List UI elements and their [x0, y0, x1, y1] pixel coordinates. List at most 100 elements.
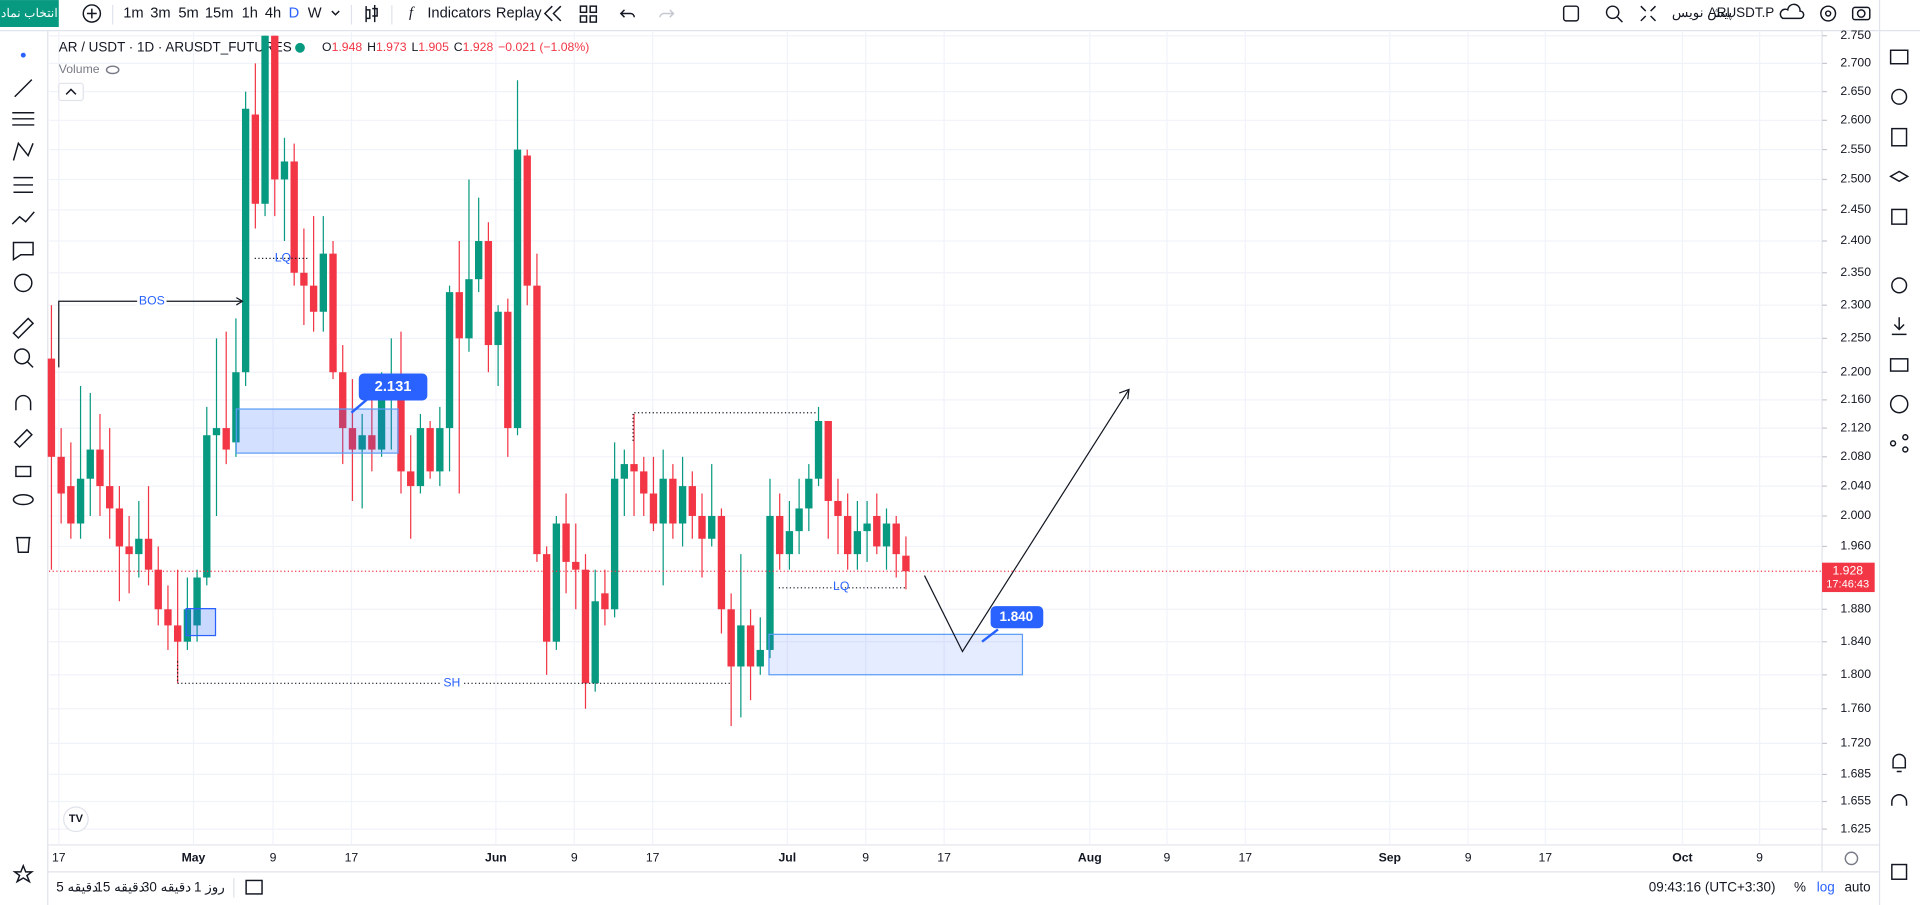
chart-type-icon[interactable]: [365, 4, 378, 23]
expand-icon[interactable]: [1640, 5, 1657, 22]
x-tick-label: 9: [862, 851, 869, 865]
settings-icon: [1824, 10, 1832, 17]
candle-body: [377, 392, 386, 450]
interval[interactable]: 1h: [242, 5, 258, 21]
ohlc-value: 1.905: [418, 40, 449, 54]
volume-hidden-icon[interactable]: [105, 65, 120, 75]
card-icon[interactable]: [1889, 358, 1909, 372]
redo-icon[interactable]: [659, 9, 675, 18]
candle-body: [164, 609, 172, 626]
visibility-tool[interactable]: [12, 494, 34, 506]
candle-body: [203, 435, 211, 578]
logo[interactable]: [63, 806, 89, 833]
label-bg: [137, 293, 167, 309]
draft-label[interactable]: پیش نویس: [1672, 5, 1733, 21]
axis-settings-icon[interactable]: [1844, 851, 1859, 866]
layers-icon[interactable]: [1889, 170, 1910, 183]
auto-toggle[interactable]: auto: [1844, 879, 1870, 894]
magnet-tool[interactable]: [15, 394, 32, 411]
bell-icon[interactable]: [1892, 753, 1907, 773]
candle-body: [630, 464, 638, 472]
favorites-icon[interactable]: [12, 863, 35, 884]
range-button[interactable]: 1 روز: [194, 879, 225, 895]
zoom-tool[interactable]: [13, 348, 31, 365]
watchlist-icon[interactable]: [1889, 49, 1909, 65]
notes-icon[interactable]: [1891, 127, 1908, 147]
cursor-tool[interactable]: [20, 52, 26, 58]
y-tick-label: 2.250: [1840, 331, 1871, 345]
candle-body: [863, 523, 871, 532]
candles: [47, 35, 910, 726]
panel-icon[interactable]: [1891, 863, 1908, 880]
prediction-tool[interactable]: [13, 176, 34, 194]
cloud-icon[interactable]: [1779, 3, 1805, 20]
alerts-icon[interactable]: [1891, 88, 1908, 105]
candle-body: [397, 379, 405, 472]
y-tick-label: 2.120: [1840, 420, 1871, 434]
fullscreen-icon[interactable]: [1562, 5, 1580, 22]
add-icon-plus: [86, 8, 97, 19]
candle-body: [834, 500, 842, 516]
candle-body: [358, 435, 366, 450]
text-tool[interactable]: [12, 241, 34, 262]
date-range-icon[interactable]: [245, 879, 263, 895]
candle-body: [727, 609, 735, 667]
lock-tool[interactable]: [15, 465, 32, 478]
fib-tool[interactable]: [12, 111, 35, 126]
delete-tool[interactable]: [15, 536, 31, 554]
add-icon[interactable]: [82, 4, 102, 23]
interval[interactable]: 3m: [150, 5, 170, 21]
candle-body: [232, 372, 240, 443]
candle-body: [533, 285, 541, 555]
interval[interactable]: W: [308, 5, 322, 21]
log-toggle[interactable]: log: [1817, 879, 1835, 894]
calendar-icon[interactable]: [1891, 208, 1908, 225]
percent-toggle[interactable]: %: [1794, 879, 1806, 894]
pattern-tool[interactable]: [12, 141, 34, 161]
range-button[interactable]: 15 دقیقه: [95, 879, 144, 894]
layout-icon[interactable]: [579, 5, 588, 14]
candle-body: [173, 625, 182, 642]
symbol-button-label[interactable]: انتخاب نماد: [1, 6, 58, 20]
camera-icon[interactable]: [1851, 6, 1871, 21]
measure-tool[interactable]: [12, 317, 35, 340]
download-icon[interactable]: [1891, 317, 1907, 336]
range-button[interactable]: 30 دقیقه: [142, 879, 191, 894]
candle-body: [445, 292, 454, 429]
settings-side-icon[interactable]: [1891, 277, 1908, 294]
replay-button[interactable]: Replay: [496, 5, 542, 21]
interval[interactable]: 1m: [123, 5, 143, 21]
range-button[interactable]: 5 دقیقه: [56, 879, 98, 894]
replay-icon[interactable]: [543, 5, 562, 22]
interval[interactable]: 4h: [265, 5, 281, 21]
indicators-button[interactable]: Indicators: [427, 5, 491, 21]
x-tick-label: Jun: [485, 851, 507, 865]
candle-body: [892, 523, 900, 555]
trend-line-tool[interactable]: [14, 79, 33, 98]
candle-body: [484, 241, 493, 346]
interval[interactable]: 5m: [178, 5, 198, 21]
candle-body: [125, 546, 133, 555]
emoji-tool[interactable]: [13, 273, 33, 293]
interval[interactable]: 15m: [205, 5, 234, 21]
undo-icon[interactable]: [619, 9, 636, 18]
symbol-name[interactable]: ARUSDT.P: [1708, 5, 1775, 20]
interval-dropdown[interactable]: [331, 10, 340, 16]
headset-icon[interactable]: [1891, 794, 1908, 806]
symbol-button[interactable]: [0, 0, 59, 27]
settings-icon[interactable]: [1820, 5, 1837, 22]
candle-body: [290, 161, 298, 273]
search-icon[interactable]: [1605, 5, 1620, 20]
volume-label[interactable]: Volume: [59, 62, 100, 76]
collapse-button[interactable]: [58, 82, 84, 102]
stay-drawing-tool[interactable]: [13, 428, 33, 449]
x-tick-label: 9: [1164, 851, 1171, 865]
candle-body: [785, 531, 794, 555]
y-tick-label: 2.500: [1840, 172, 1871, 186]
y-tick-label: 2.160: [1840, 392, 1871, 406]
profile-icon[interactable]: [1889, 394, 1909, 414]
y-tick-label: 1.880: [1840, 602, 1871, 616]
interval-active[interactable]: D: [289, 5, 300, 21]
share-icon[interactable]: [1889, 440, 1897, 447]
forecast-tool[interactable]: [11, 211, 35, 225]
